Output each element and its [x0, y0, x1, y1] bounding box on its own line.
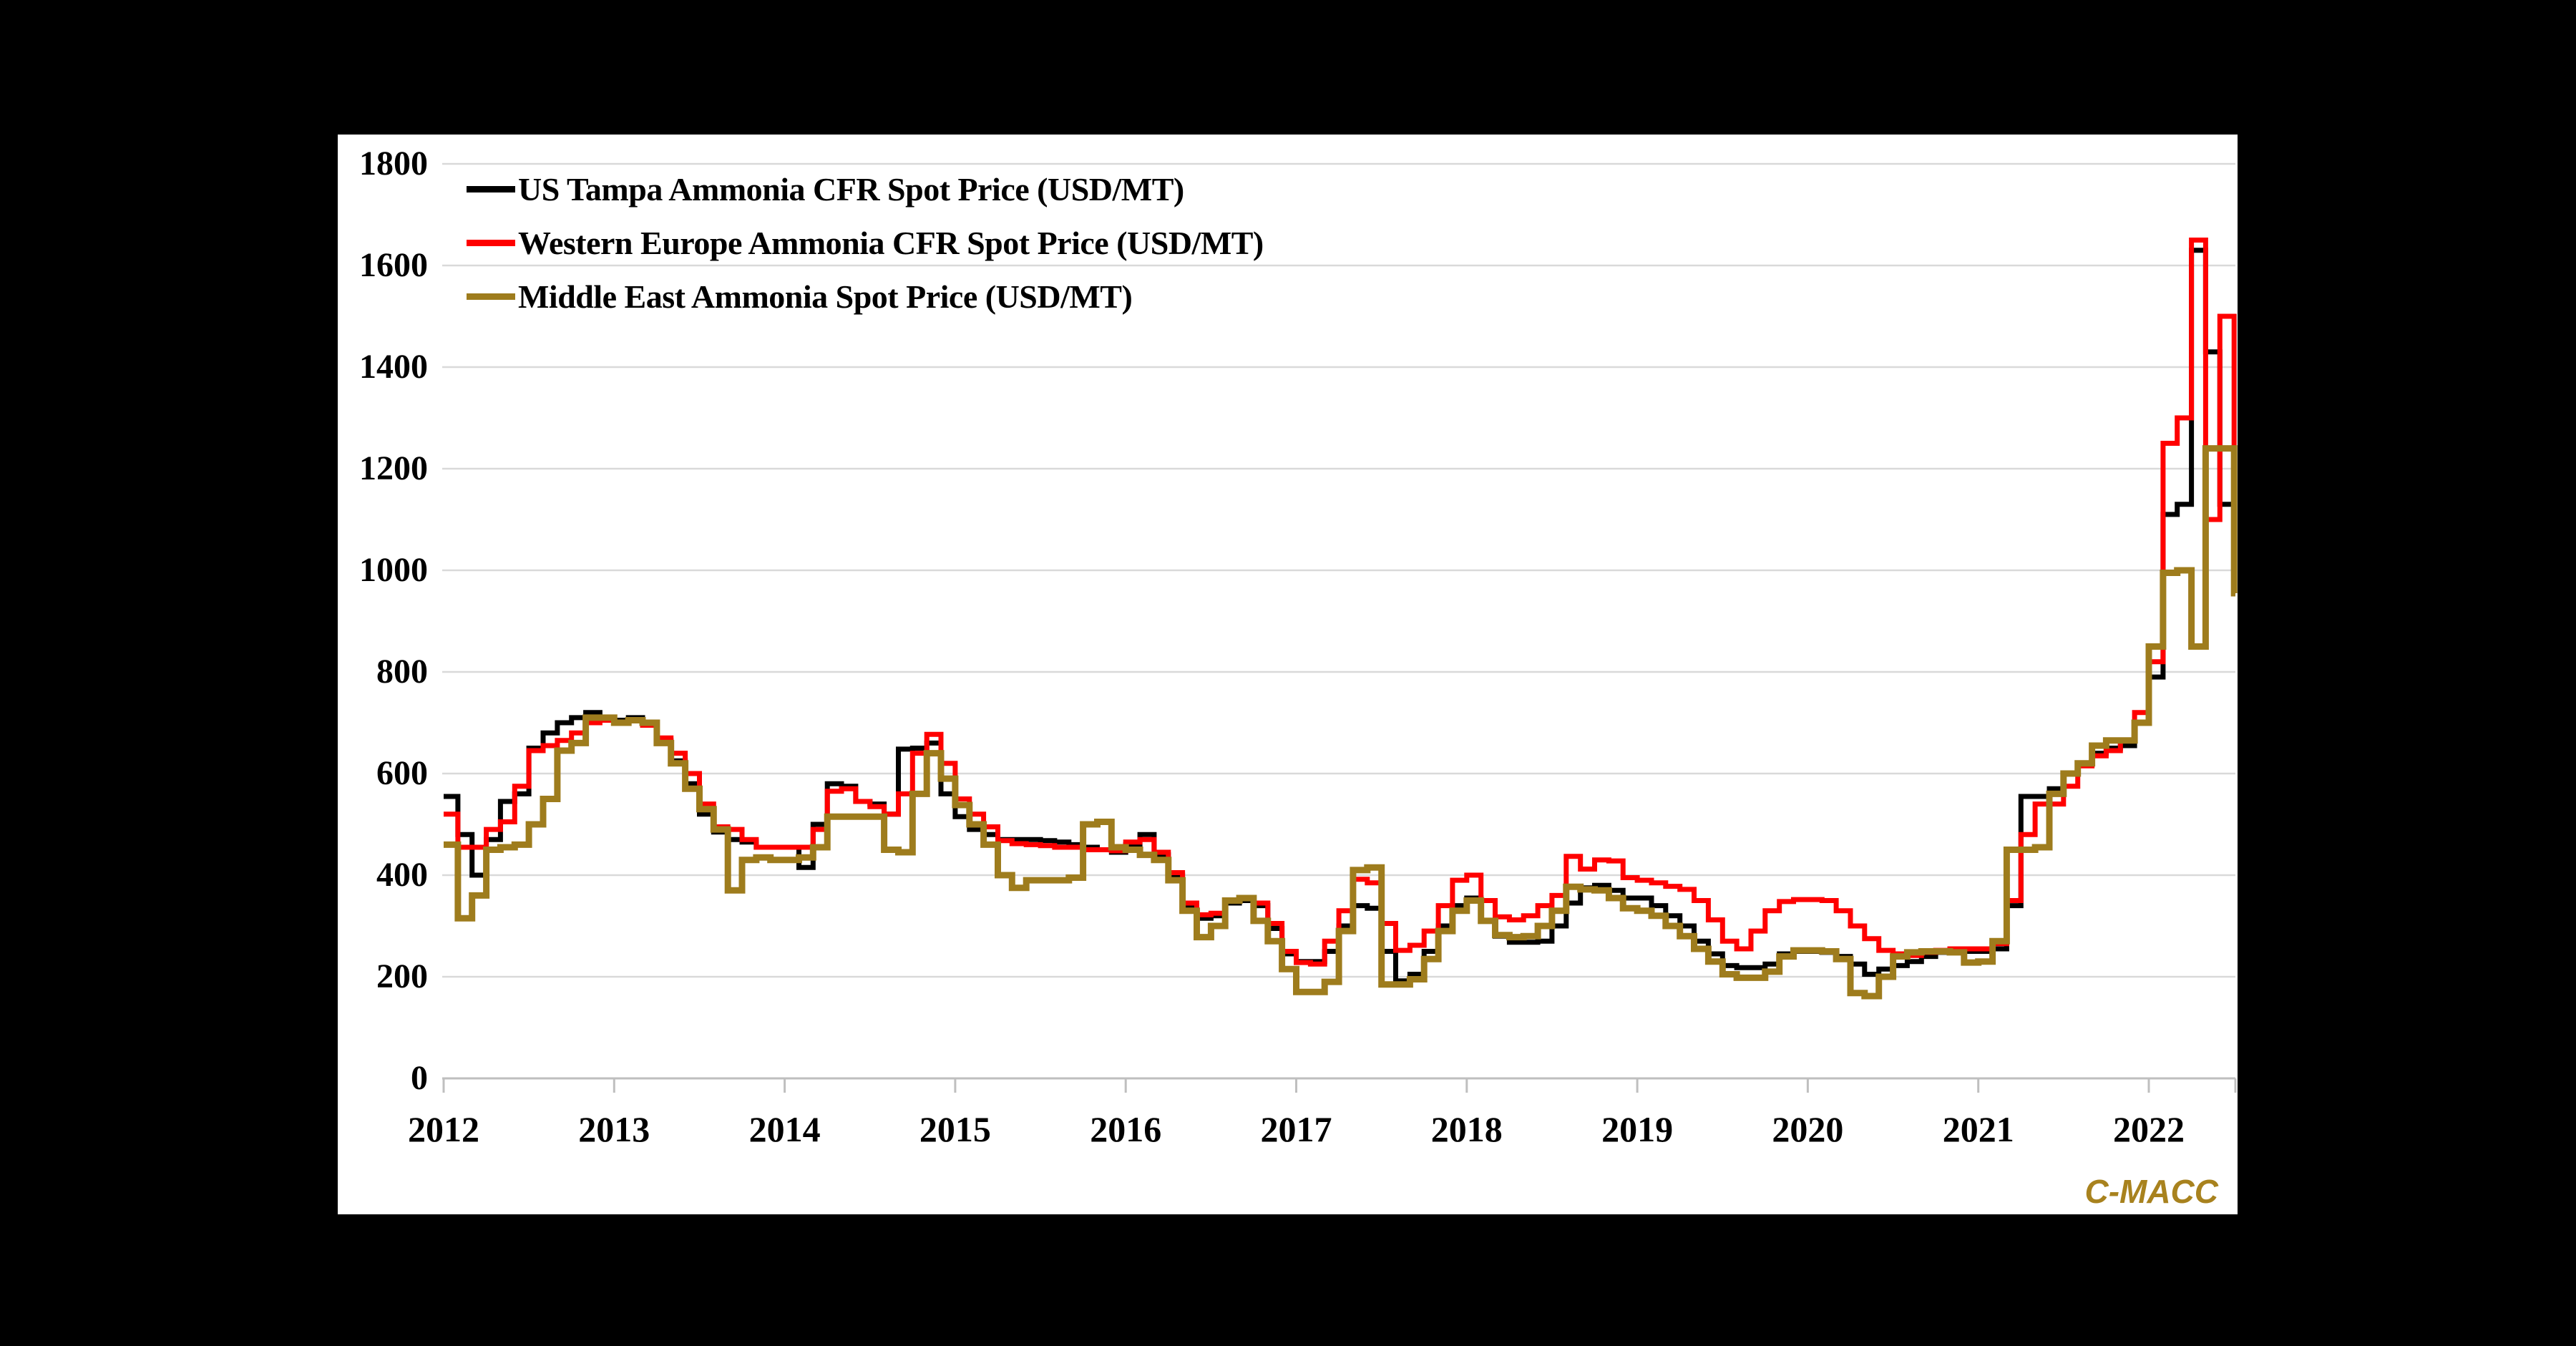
legend-label-middle-east: Middle East Ammonia Spot Price (USD/MT) [518, 278, 1133, 315]
chart-panel [338, 135, 2238, 1214]
series-line-1 [444, 238, 2237, 967]
y-axis-label-1000: 1000 [359, 551, 428, 589]
x-axis-label-2019: 2019 [1601, 1109, 1674, 1149]
legend-line-swatch-middle-east [467, 293, 515, 300]
y-axis-label-1800: 1800 [359, 145, 428, 182]
legend: US Tampa Ammonia CFR Spot Price (USD/MT)… [467, 169, 1264, 317]
legend-label-western-europe: Western Europe Ammonia CFR Spot Price (U… [518, 225, 1264, 261]
x-axis-label-2022: 2022 [2113, 1109, 2185, 1149]
series-line-0 [444, 248, 2237, 984]
legend-item-us-tampa: US Tampa Ammonia CFR Spot Price (USD/MT) [467, 169, 1264, 210]
y-axis-label-600: 600 [376, 754, 428, 792]
x-axis-label-2017: 2017 [1260, 1109, 1332, 1149]
x-axis-label-2015: 2015 [919, 1109, 991, 1149]
y-axis-label-800: 800 [376, 653, 428, 691]
x-axis-label-2016: 2016 [1090, 1109, 1162, 1149]
legend-line-swatch-us-tampa [467, 186, 515, 192]
cmacc-watermark: C-MACC [2084, 1173, 2218, 1210]
y-axis-label-200: 200 [376, 957, 428, 995]
series-line-2 [444, 445, 2238, 1000]
y-axis-label-400: 400 [376, 856, 428, 894]
y-axis-label-0: 0 [411, 1059, 428, 1097]
x-axis-label-2021: 2021 [1942, 1109, 2014, 1149]
x-axis-label-2013: 2013 [578, 1109, 650, 1149]
y-axis-label-1200: 1200 [359, 449, 428, 487]
y-axis-label-1400: 1400 [359, 348, 428, 386]
x-axis-label-2012: 2012 [408, 1109, 479, 1149]
y-axis-label-1600: 1600 [359, 246, 428, 284]
legend-item-middle-east: Middle East Ammonia Spot Price (USD/MT) [467, 276, 1264, 317]
x-axis-label-2020: 2020 [1772, 1109, 1844, 1149]
legend-label-us-tampa: US Tampa Ammonia CFR Spot Price (USD/MT) [518, 171, 1184, 208]
legend-line-swatch-western-europe [467, 240, 515, 246]
legend-item-western-europe: Western Europe Ammonia CFR Spot Price (U… [467, 223, 1264, 263]
x-axis-label-2014: 2014 [748, 1109, 821, 1149]
x-axis-label-2018: 2018 [1430, 1109, 1503, 1149]
